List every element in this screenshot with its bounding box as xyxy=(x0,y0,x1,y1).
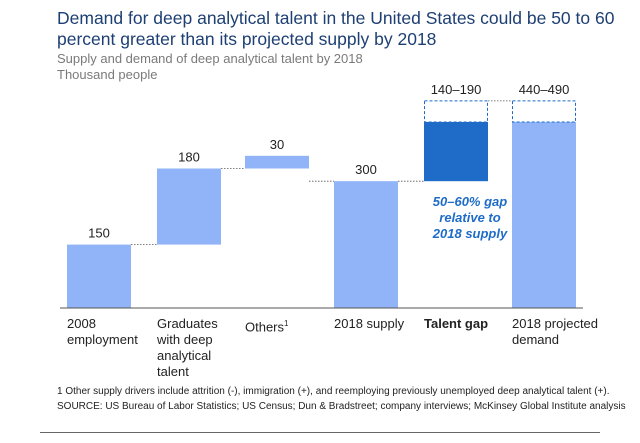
category-label-line: analytical xyxy=(157,348,212,363)
category-label-line: Graduates xyxy=(157,316,218,331)
category-label-others: Others1 xyxy=(245,316,288,335)
category-label-text: Others xyxy=(245,319,285,335)
gap-annotation-line: 50–60% gap xyxy=(433,194,507,209)
category-label-graduates: Graduates with deep analytical talent xyxy=(157,316,218,380)
bar-graduates-with-deep-analytical-talent xyxy=(157,168,221,245)
data-label-2018-supply: 300 xyxy=(355,162,377,177)
category-label-line: 2018 projected xyxy=(512,316,599,331)
category-label-line: employment xyxy=(67,332,138,347)
bar-others xyxy=(245,155,309,169)
category-label-line: 2018 supply xyxy=(334,316,405,331)
category-label-line: with deep xyxy=(157,332,213,347)
chart-subtitle: Supply and demand of deep analytical tal… xyxy=(57,51,363,66)
data-label-others: 30 xyxy=(270,137,284,152)
bar-range-2018-projected-demand xyxy=(512,100,576,123)
source-note: SOURCE: US Bureau of Labor Statistics; U… xyxy=(57,401,626,412)
data-label-2008-employment: 150 xyxy=(88,226,110,241)
bar-range-talent-gap xyxy=(424,100,488,123)
gap-annotation-line: relative to xyxy=(439,210,500,225)
category-label-2018-demand: 2018 projected demand xyxy=(512,316,598,348)
category-label-line: demand xyxy=(512,332,559,347)
data-label-2018-projected-demand: 440–490 xyxy=(519,82,570,97)
bottom-divider xyxy=(40,432,600,433)
category-label-2018-supply: 2018 supply xyxy=(334,316,404,332)
footnote-marker: 1 xyxy=(284,319,289,328)
category-label-line: 2008 xyxy=(67,316,96,331)
data-label-graduates-with-deep-analytical-talent: 180 xyxy=(178,150,200,165)
data-label-talent-gap: 140–190 xyxy=(431,82,482,97)
category-label-line: Talent gap xyxy=(424,316,489,331)
bar-2018-projected-demand xyxy=(512,122,576,308)
chart-title: Demand for deep analytical talent in the… xyxy=(57,8,615,49)
bar-2008-employment xyxy=(67,244,131,308)
category-label-talent-gap: Talent gap xyxy=(424,316,488,332)
bar-talent-gap xyxy=(424,122,488,182)
category-label-2008-employment: 2008 employment xyxy=(67,316,138,348)
chart-units: Thousand people xyxy=(57,67,158,82)
gap-annotation-line: 2018 supply xyxy=(432,226,508,241)
footnote: 1 Other supply drivers include attrition… xyxy=(57,386,610,397)
bar-2018-supply xyxy=(334,181,398,308)
waterfall-chart: 150 180 30 300 140–190 440–490 50–60% gaprelat… xyxy=(60,82,583,309)
category-label-line: talent xyxy=(157,364,189,379)
